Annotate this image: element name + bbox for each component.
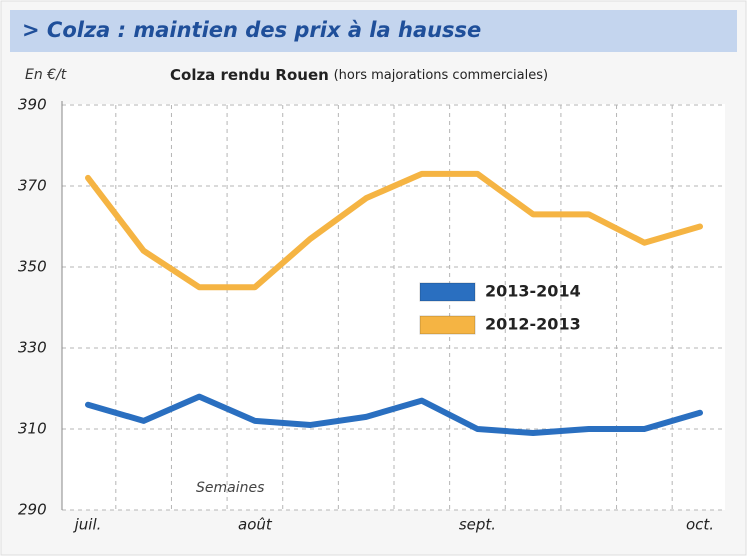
chart-subtitle-main: Colza rendu Rouen	[170, 66, 329, 84]
y-tick-label: 370	[18, 177, 47, 195]
legend-label: 2012-2013	[485, 315, 581, 334]
y-tick-label: 390	[18, 96, 47, 114]
chart-subtitle-note: (hors majorations commerciales)	[334, 68, 549, 83]
chart-title: > Colza : maintien des prix à la hausse	[22, 18, 481, 42]
legend-swatch	[419, 282, 476, 302]
x-axis-label: Semaines	[196, 480, 264, 496]
chart-subtitle: Colza rendu Rouen (hors majorations comm…	[170, 66, 548, 84]
series-line	[85, 170, 703, 291]
header-band	[10, 10, 737, 52]
y-tick-label: 290	[18, 501, 47, 519]
x-tick-label: sept.	[459, 516, 496, 534]
series-line	[85, 393, 703, 437]
y-tick-label: 330	[18, 339, 47, 357]
x-tick-label: juil.	[73, 516, 102, 534]
y-axis-label: En €/t	[25, 67, 67, 83]
legend-swatch	[419, 315, 476, 335]
x-tick-label: oct.	[686, 516, 714, 534]
x-tick-label: août	[238, 516, 273, 534]
y-tick-label: 310	[18, 420, 47, 438]
legend-label: 2013-2014	[485, 282, 581, 301]
y-tick-label: 350	[18, 258, 47, 276]
